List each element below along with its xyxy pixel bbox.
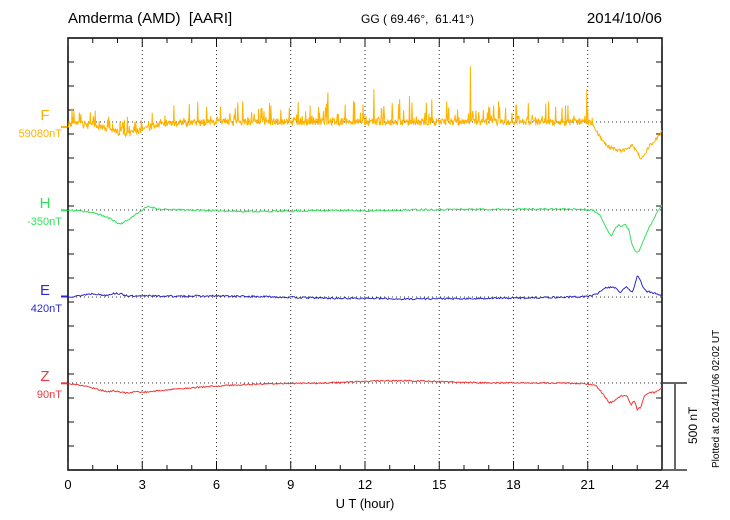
x-tick-label: 21 xyxy=(580,477,595,492)
component-E-label: E xyxy=(39,282,50,299)
component-E-baseline-value: 420nT xyxy=(30,303,62,315)
station-title: Amderma (AMD) [AARI] xyxy=(68,10,233,27)
x-axis-title: U T (hour) xyxy=(335,496,395,511)
component-Z-baseline-value: 90nT xyxy=(36,389,62,401)
x-tick-label: 15 xyxy=(432,477,447,492)
x-tick-label: 9 xyxy=(287,477,295,492)
x-tick-label: 12 xyxy=(357,477,373,492)
geo-coordinates: GG ( 69.46°, 61.41°) xyxy=(361,12,474,26)
scale-bar-label: 500 nT xyxy=(686,406,700,444)
plot-date: 2014/10/06 xyxy=(586,10,662,27)
component-F-baseline-value: 59080nT xyxy=(18,128,62,140)
x-tick-label: 6 xyxy=(212,477,221,492)
plotted-at-note: Plotted at 2014/11/06 02:02 UT xyxy=(711,329,722,468)
component-H-baseline-value: -350nT xyxy=(27,216,62,228)
x-tick-label: 18 xyxy=(506,477,521,492)
x-tick-label: 24 xyxy=(654,477,670,492)
component-F-label: F xyxy=(40,107,50,124)
x-tick-label: 0 xyxy=(64,477,72,492)
component-H-label: H xyxy=(39,195,51,212)
component-Z-label: Z xyxy=(40,368,50,385)
x-tick-label: 3 xyxy=(138,477,146,492)
